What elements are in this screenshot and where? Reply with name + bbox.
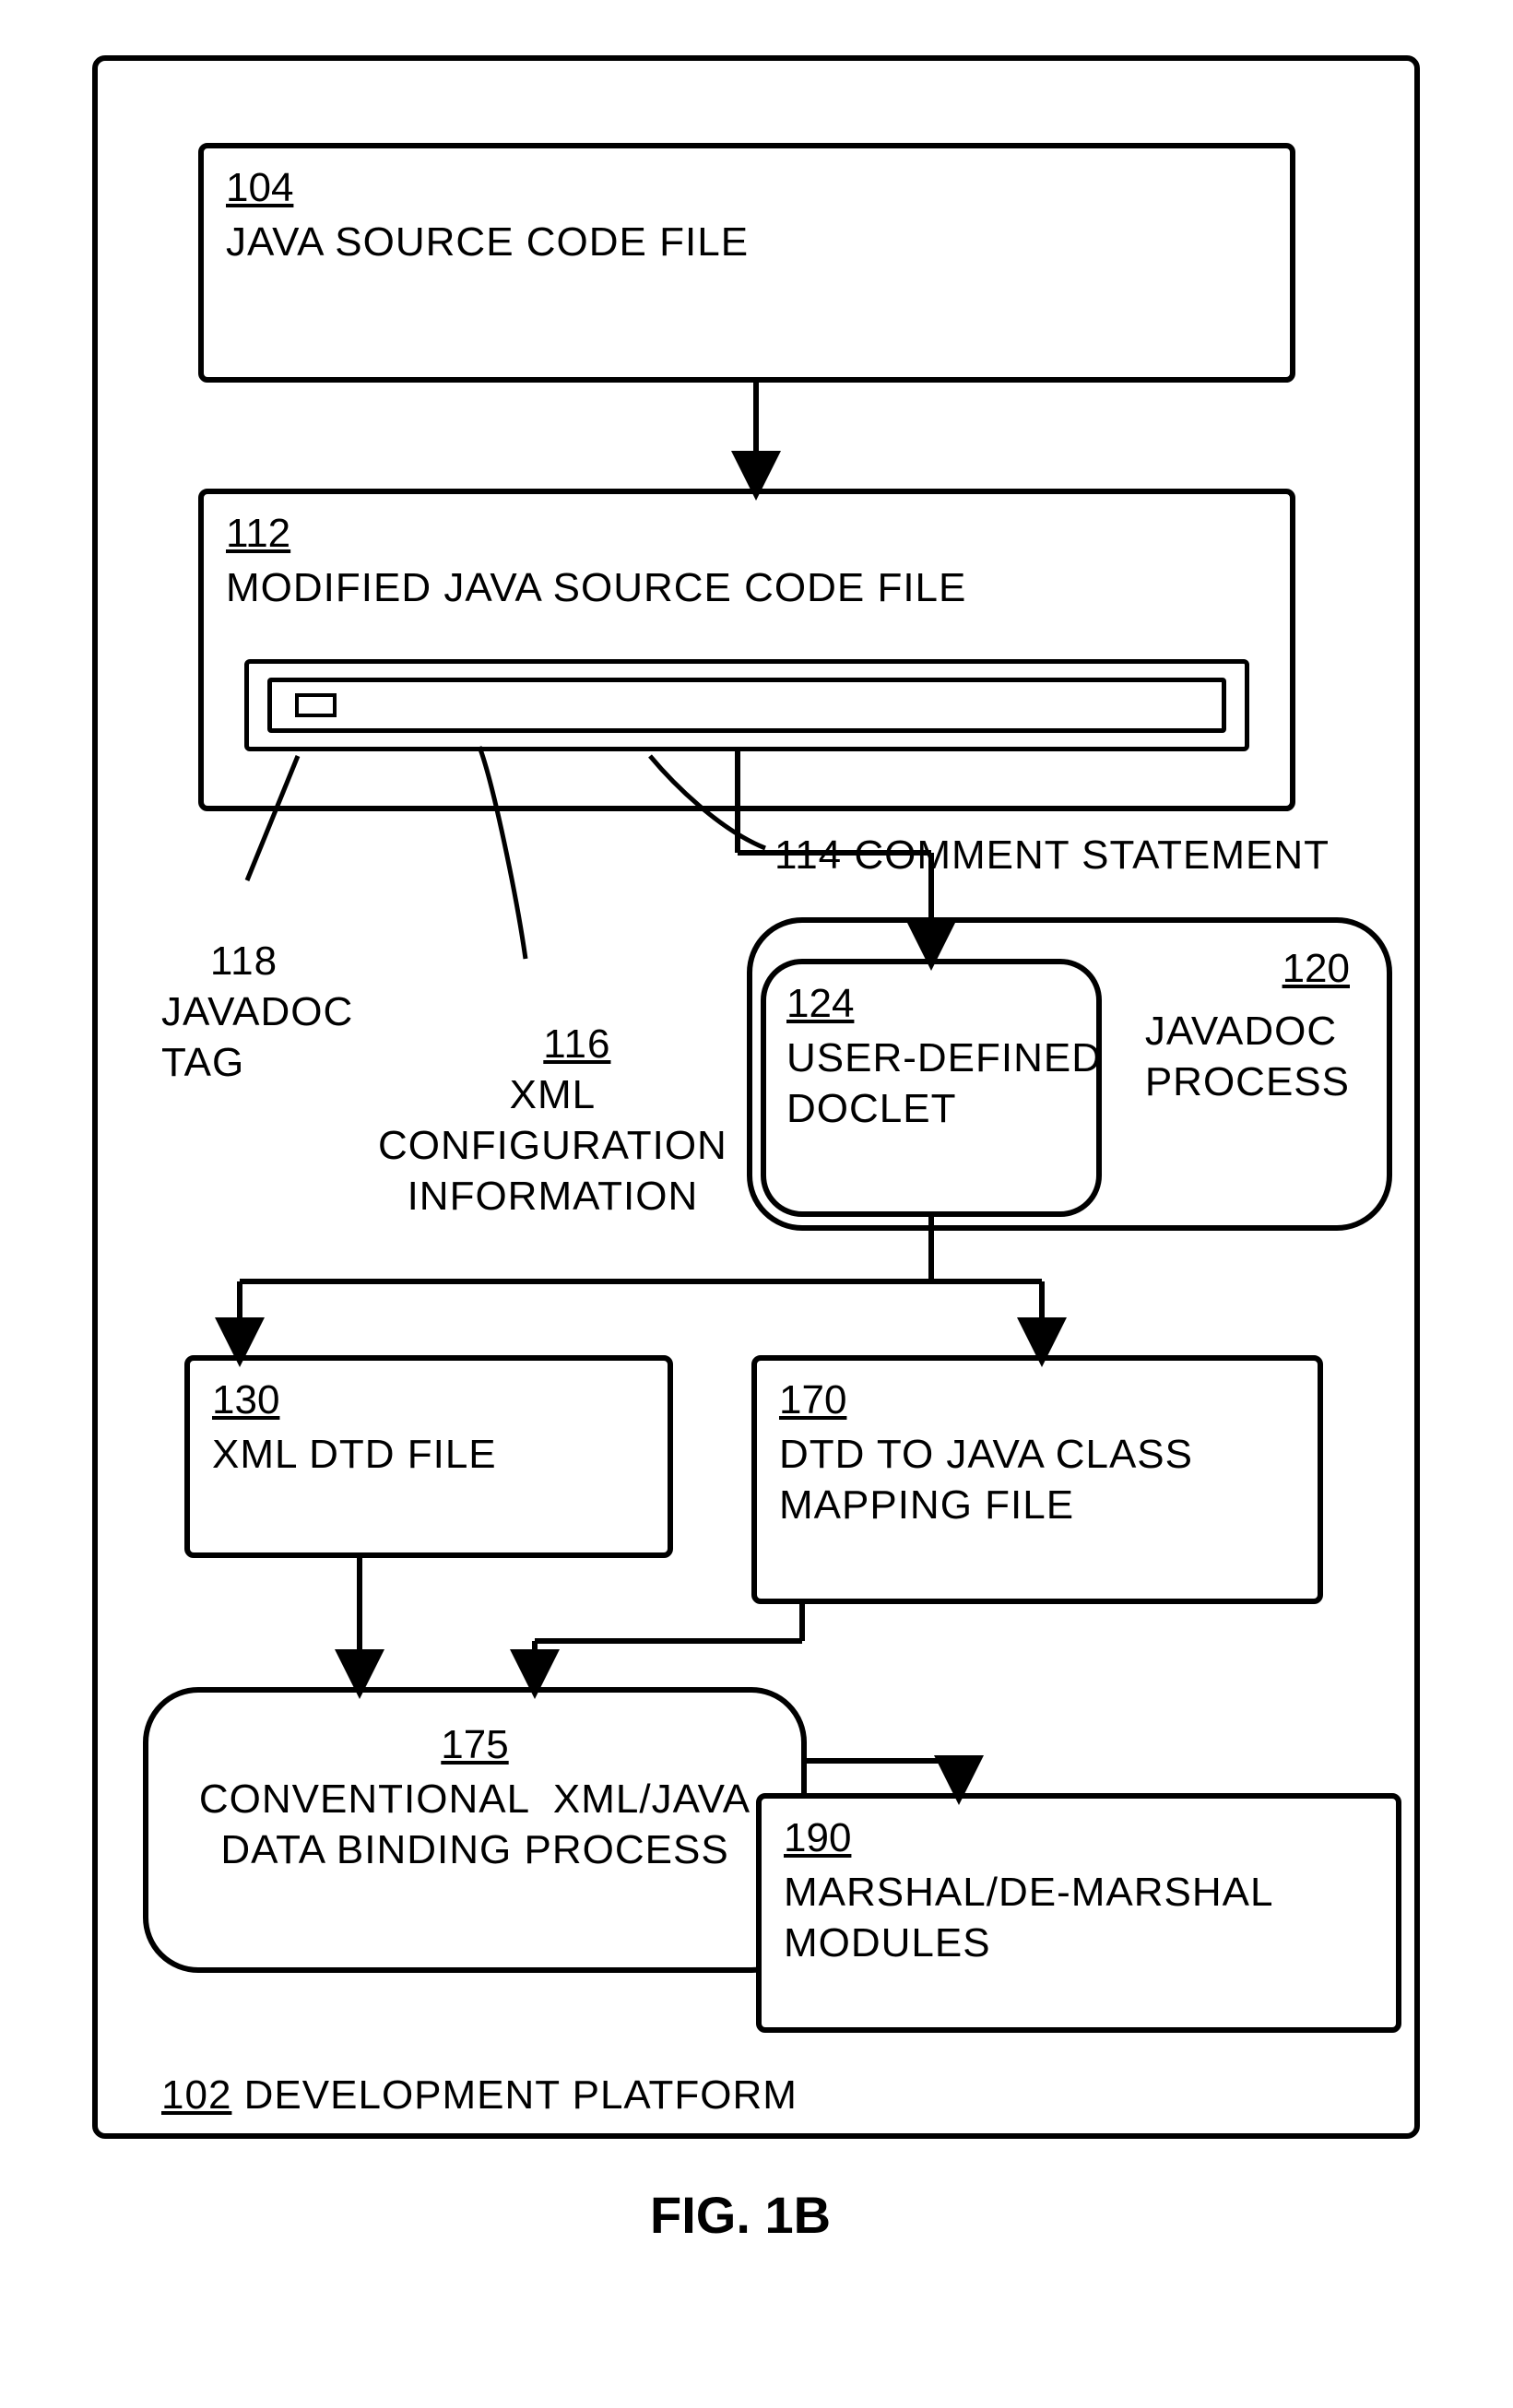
node-170: 170 DTD TO JAVA CLASS MAPPING FILE [751,1355,1323,1604]
diagram-root: 104 JAVA SOURCE CODE FILE 112 MODIFIED J… [37,37,1476,2268]
label-118: 118 JAVADOC TAG [161,885,353,1139]
node-175-num: 175 [172,1722,777,1768]
node-124: 124 USER-DEFINED DOCLET [761,959,1102,1217]
node-120-num: 120 [1283,946,1350,992]
node-120-label: JAVADOC PROCESS [1145,1009,1350,1104]
node-104: 104 JAVA SOURCE CODE FILE [198,143,1295,383]
node-130-label: XML DTD FILE [212,1432,497,1477]
label-116: 116 XML CONFIGURATION INFORMATION [378,968,727,1272]
node-112-label: MODIFIED JAVA SOURCE CODE FILE [226,565,966,610]
node-190: 190 MARSHAL/DE-MARSHAL MODULES [756,1793,1401,2033]
node-104-num: 104 [226,165,1268,211]
node-130-num: 130 [212,1377,645,1423]
node-170-num: 170 [779,1377,1295,1423]
node-104-label: JAVA SOURCE CODE FILE [226,219,749,265]
label-118-text: JAVADOC TAG [161,989,353,1085]
label-102-num: 102 [161,2072,231,2118]
node-130: 130 XML DTD FILE [184,1355,673,1558]
node-190-num: 190 [784,1815,1374,1861]
node-175: 175 CONVENTIONAL XML/JAVA DATA BINDING P… [143,1687,807,1973]
label-118-num: 118 [210,938,278,984]
label-116-num: 116 [543,1021,610,1067]
bar-mid [267,678,1226,733]
label-114: 114 COMMENT STATEMENT [774,830,1330,880]
label-102-text: DEVELOPMENT PLATFORM [244,2072,798,2118]
figure-caption: FIG. 1B [650,2185,831,2245]
node-170-label: DTD TO JAVA CLASS MAPPING FILE [779,1432,1193,1528]
node-175-label: CONVENTIONAL XML/JAVA DATA BINDING PROCE… [199,1776,751,1872]
bar-inner [295,693,337,717]
label-102: 102 DEVELOPMENT PLATFORM [161,2070,798,2120]
node-112-num: 112 [226,511,1268,557]
node-112: 112 MODIFIED JAVA SOURCE CODE FILE [198,489,1295,811]
node-124-label: USER-DEFINED DOCLET [786,1035,1102,1131]
node-190-label: MARSHAL/DE-MARSHAL MODULES [784,1870,1273,1965]
label-114-text: 114 COMMENT STATEMENT [774,832,1330,878]
node-124-num: 124 [786,981,1076,1027]
label-116-text: XML CONFIGURATION INFORMATION [378,1072,727,1219]
